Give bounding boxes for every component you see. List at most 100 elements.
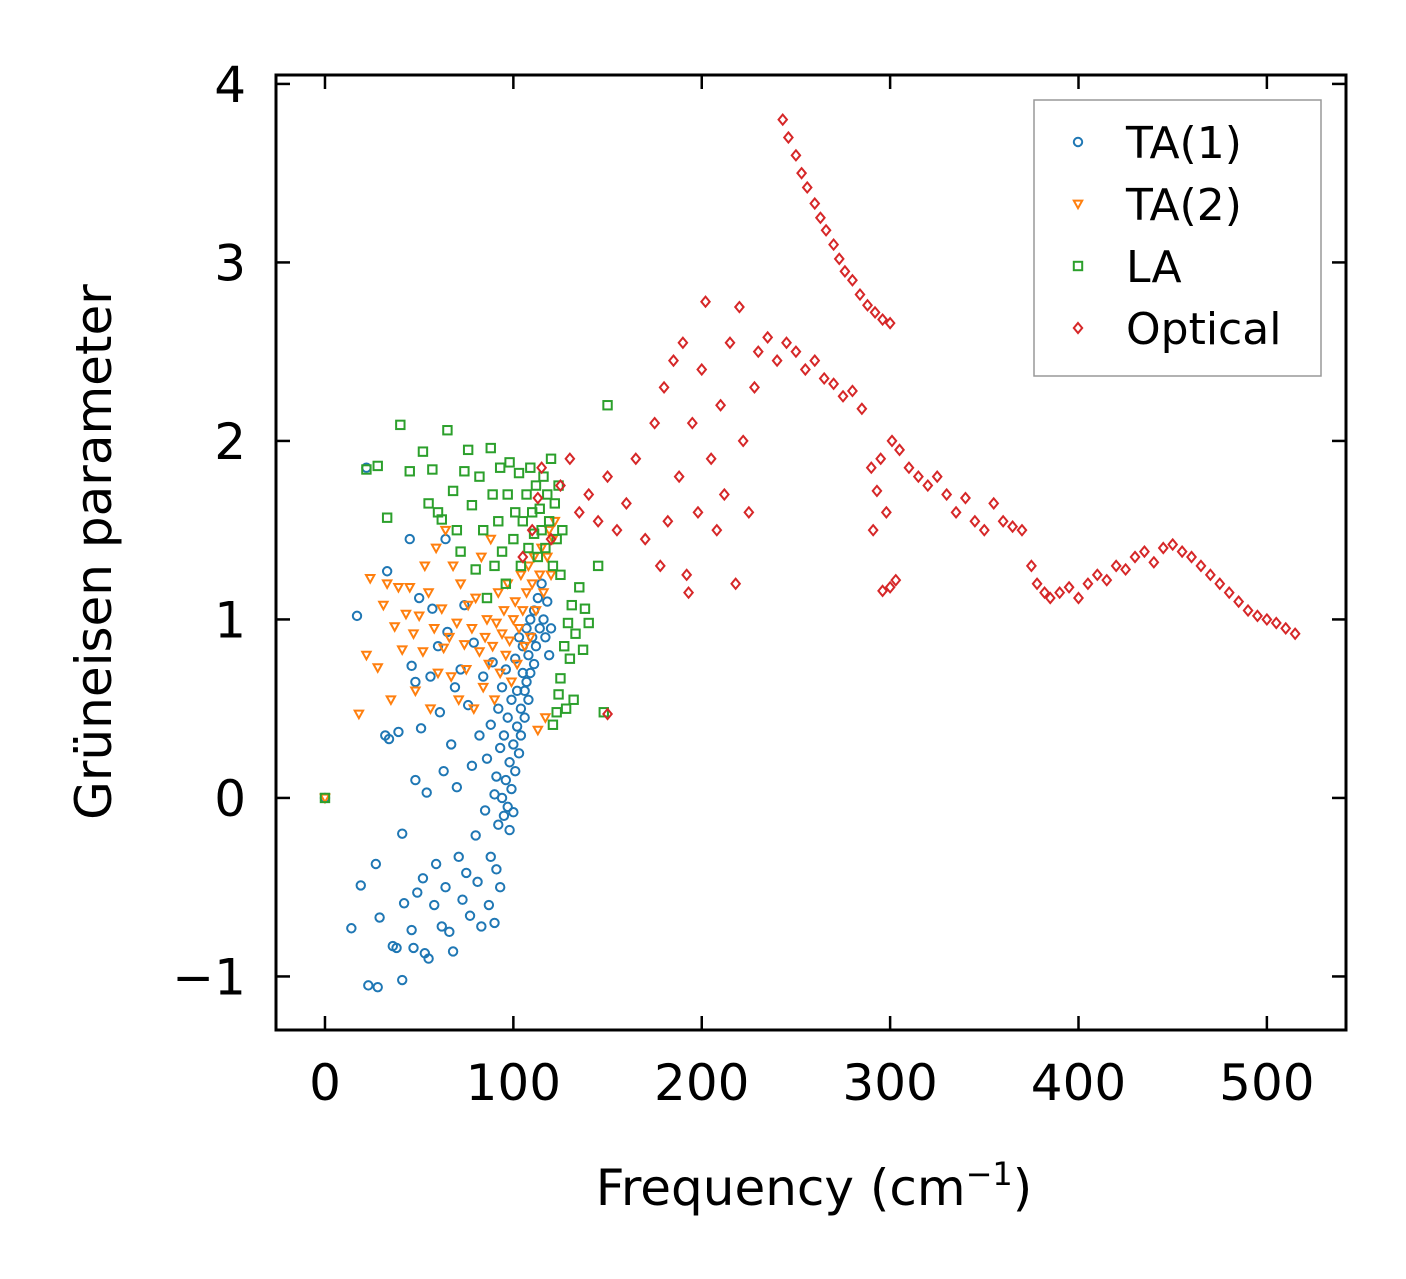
data-point-optical: [1091, 568, 1103, 582]
data-point-optical: [1270, 616, 1282, 630]
data-point-optical: [583, 487, 595, 502]
data-point-ta-2: [518, 641, 531, 653]
data-point-optical: [743, 505, 755, 519]
data-point-ta-1: [415, 723, 427, 734]
series-la: [319, 400, 613, 804]
data-point-optical: [1157, 541, 1169, 555]
data-point-ta-2: [541, 552, 554, 564]
data-point-optical: [1261, 612, 1273, 627]
x-tick-label: 400: [1031, 1054, 1126, 1112]
data-point-la: [530, 480, 542, 491]
data-point-ta-1: [498, 810, 510, 821]
legend-marker-la: [1072, 260, 1084, 272]
data-point-ta-1: [423, 953, 434, 964]
legend-marker-ta-2: [1072, 199, 1084, 211]
data-point-optical: [903, 461, 915, 475]
data-point-optical: [545, 532, 557, 546]
data-point-ta-1: [525, 667, 536, 679]
data-point-optical: [790, 148, 802, 162]
data-point-ta-2: [437, 643, 450, 655]
data-point-ta-2: [490, 618, 503, 630]
data-point-la: [540, 542, 551, 554]
data-point-ta-1: [470, 830, 481, 841]
data-point-ta-1: [430, 858, 442, 870]
data-point-optical: [620, 496, 632, 511]
data-point-ta-2: [530, 606, 542, 617]
data-point-optical: [705, 452, 717, 466]
data-point-optical: [997, 514, 1009, 528]
data-point-optical: [886, 434, 898, 448]
data-point-optical: [724, 336, 736, 350]
x-axis-label: Frequency (cm−1): [596, 1155, 1033, 1217]
data-point-la: [568, 694, 579, 705]
data-point-ta-1: [444, 926, 455, 938]
data-point-optical: [867, 523, 879, 537]
data-point-ta-1: [494, 881, 506, 893]
data-point-ta-1: [540, 632, 551, 643]
data-point-ta-1: [421, 787, 432, 798]
data-point-ta-1: [498, 730, 510, 741]
data-point-ta-1: [502, 712, 513, 723]
y-tick-label: 2: [214, 413, 246, 471]
data-point-optical: [1204, 568, 1216, 582]
data-point-la: [485, 442, 496, 454]
data-point-optical: [662, 514, 674, 528]
data-point-la: [372, 460, 383, 472]
data-point-optical: [1110, 559, 1122, 573]
data-point-ta-1: [542, 596, 553, 607]
data-point-ta-2: [524, 632, 537, 644]
data-point-optical: [941, 487, 953, 502]
data-point-la: [404, 466, 415, 477]
data-point-ta-1: [391, 942, 402, 954]
data-point-optical: [880, 505, 892, 519]
data-point-ta-1: [425, 671, 436, 682]
data-point-ta-1: [508, 739, 519, 750]
data-point-optical: [988, 496, 1000, 511]
data-point-optical: [748, 380, 760, 394]
data-point-optical: [733, 300, 745, 314]
data-point-ta-2: [422, 588, 435, 599]
data-point-ta-1: [436, 921, 447, 932]
data-point-la: [542, 489, 553, 500]
data-point-ta-1: [532, 592, 544, 604]
data-point-ta-2: [360, 650, 373, 662]
data-point-optical: [922, 478, 934, 493]
data-point-optical: [752, 345, 764, 359]
data-point-ta-2: [452, 695, 465, 707]
data-point-optical: [1129, 550, 1141, 564]
data-point-optical: [532, 491, 544, 505]
data-point-ta-1: [502, 801, 513, 813]
data-point-optical: [667, 354, 679, 368]
data-point-optical: [762, 330, 774, 345]
data-point-la: [543, 516, 555, 527]
data-point-la: [559, 641, 570, 652]
data-point-la: [579, 603, 591, 614]
data-point-la: [487, 489, 498, 500]
data-point-optical: [846, 384, 858, 398]
data-point-ta-1: [485, 719, 496, 730]
data-point-ta-1: [408, 942, 419, 954]
y-tick-label: 3: [214, 234, 246, 292]
data-point-optical: [658, 380, 670, 394]
data-point-la: [557, 524, 568, 536]
data-point-optical: [1214, 577, 1226, 591]
x-tick-label: 500: [1219, 1054, 1314, 1112]
data-point-ta-2: [488, 695, 501, 707]
data-point-ta-2: [396, 645, 409, 657]
data-point-ta-1: [404, 533, 415, 545]
data-point-ta-1: [528, 658, 540, 670]
data-point-optical: [894, 443, 906, 457]
data-point-ta-2: [435, 604, 448, 615]
data-point-ta-2: [507, 615, 520, 626]
data-point-ta-2: [424, 704, 437, 715]
data-point-optical: [790, 345, 802, 359]
data-point-ta-1: [513, 748, 525, 759]
data-point-optical: [854, 287, 866, 302]
data-point-ta-2: [492, 588, 505, 599]
y-tick-label: 0: [214, 770, 246, 828]
data-point-la: [555, 673, 566, 684]
data-point-optical: [869, 305, 881, 320]
data-point-la: [598, 707, 609, 718]
data-point-ta-2: [439, 525, 452, 537]
data-point-optical: [833, 252, 845, 266]
